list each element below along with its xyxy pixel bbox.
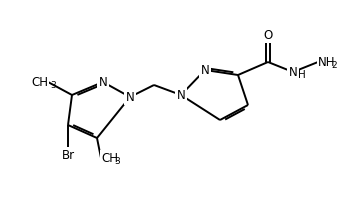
Text: 2: 2 bbox=[331, 61, 337, 70]
Text: NH: NH bbox=[318, 55, 336, 68]
Text: Br: Br bbox=[61, 148, 75, 161]
Text: N: N bbox=[177, 88, 185, 101]
Text: O: O bbox=[263, 29, 273, 42]
Text: N: N bbox=[99, 75, 107, 88]
Text: N: N bbox=[289, 66, 297, 79]
Text: N: N bbox=[126, 90, 134, 103]
Text: H: H bbox=[298, 70, 306, 80]
Text: CH: CH bbox=[101, 152, 118, 165]
Text: CH: CH bbox=[31, 75, 48, 88]
Text: N: N bbox=[201, 64, 209, 77]
Text: 3: 3 bbox=[114, 156, 120, 165]
Text: 3: 3 bbox=[50, 81, 56, 90]
